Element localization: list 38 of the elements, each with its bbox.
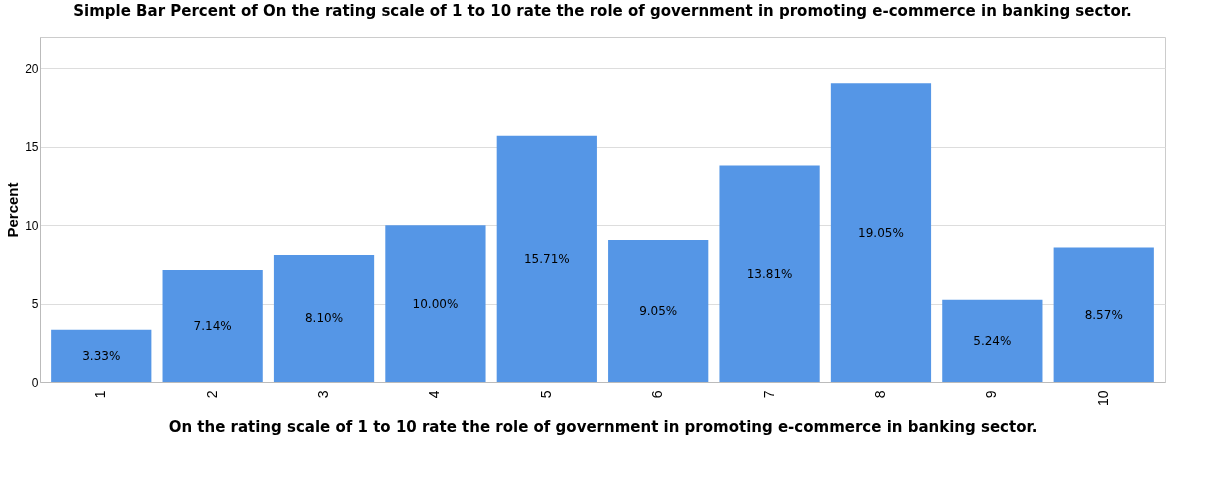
data-label: 8.57% xyxy=(1084,307,1123,322)
bar xyxy=(830,83,932,382)
data-label: 8.10% xyxy=(304,311,344,326)
data-label: 3.33% xyxy=(82,348,121,363)
bar xyxy=(1053,247,1154,382)
y-tick-label: 10 xyxy=(25,218,39,233)
x-axis-title: On the rating scale of 1 to 10 rate the role of government in promoting e-commerce in banking sector. xyxy=(168,418,1038,437)
x-tick-label: 3 xyxy=(315,390,332,399)
bar xyxy=(608,240,709,382)
y-tick-label: 5 xyxy=(31,297,39,312)
x-tick-label: 8 xyxy=(871,390,888,399)
y-tick-label: 20 xyxy=(25,61,39,76)
data-label: 19.05% xyxy=(858,225,904,240)
x-tick-label: 7 xyxy=(760,390,777,399)
x-tick-label: 9 xyxy=(983,390,1000,399)
y-tick-label: 0 xyxy=(31,375,39,390)
chart-title: Simple Bar Percent of On the rating scale of 1 to 10 rate the role of government in promoting e-commerce in banking sector. xyxy=(73,2,1132,20)
bar xyxy=(496,135,597,382)
bar xyxy=(273,254,375,382)
data-label: 15.71% xyxy=(523,251,570,266)
x-tick-label: 4 xyxy=(426,390,443,399)
data-label: 9.05% xyxy=(639,304,678,319)
x-tick-label: 1 xyxy=(92,390,109,399)
data-label: 5.24% xyxy=(973,333,1012,348)
y-axis-title: Percent xyxy=(4,182,22,238)
data-label: 13.81% xyxy=(746,266,793,281)
bar xyxy=(719,165,820,382)
bar xyxy=(51,329,152,382)
bar xyxy=(385,225,486,382)
y-tick-label: 15 xyxy=(25,140,39,155)
bar xyxy=(942,299,1043,382)
bar xyxy=(162,270,263,382)
x-tick-label: 5 xyxy=(537,390,554,399)
x-tick-label: 10 xyxy=(1094,390,1111,407)
x-tick-label: 6 xyxy=(649,390,666,399)
data-label: 10.00% xyxy=(412,296,459,311)
x-tick-label: 2 xyxy=(203,390,220,399)
data-label: 7.14% xyxy=(193,319,232,334)
